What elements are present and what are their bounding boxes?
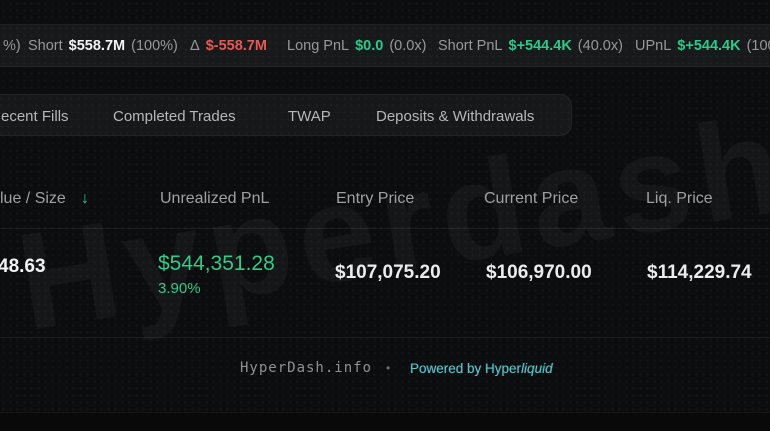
stat-short-pnl: Short PnL $+544.4K (40.0x) [438,25,623,66]
tab-label: Deposits & Withdrawals [376,107,535,125]
cell-value-size: 48.63 [0,256,46,277]
stat-label: Short PnL [438,37,503,54]
cell-unrealized-pnl: $544,351.28 [158,252,275,275]
bottom-edge-strip [0,412,770,431]
table-bottom-divider [0,337,770,338]
stat-suffix: (100%) [131,37,178,54]
stat-value: $+544.4K [508,37,572,54]
stat-clipped-fragment: %) [3,25,21,66]
stat-upnl: UPnL $+544.4K (100%) [635,25,770,66]
stat-label: UPnL [635,37,672,54]
cell-liq-price: $114,229.74 [647,262,752,283]
cell-unrealized-pnl-percent: 3.90% [158,280,201,297]
stat-label: Short [28,37,63,54]
powered-suffix: liquid [521,361,553,376]
position-stats-bar: %) Short $558.7M (100%) Δ $-558.7M Long … [0,24,770,67]
tab-label: Completed Trades [113,107,236,125]
tab-label: TWAP [288,107,331,125]
stat-fragment-text: %) [3,37,21,54]
cell-entry-price: $107,075.20 [335,262,441,283]
header-unrealized-pnl[interactable]: Unrealized PnL [160,190,270,207]
sort-descending-icon[interactable]: ↓ [81,190,89,207]
stat-value: $0.0 [355,37,384,54]
cell-current-price: $106,970.00 [486,262,592,283]
powered-prefix: Powered by Hyper [410,361,522,376]
hyperdash-site-label: HyperDash.info [240,360,373,376]
stat-value: $-558.7M [205,37,267,54]
tab-twap[interactable]: TWAP [288,95,331,137]
history-tabs-bar: ecent Fills Completed Trades TWAP Deposi… [0,94,572,136]
header-entry-price[interactable]: Entry Price [336,190,415,207]
header-value-size[interactable]: lue / Size [0,190,66,207]
tab-recent-fills[interactable]: ecent Fills [1,95,69,137]
footer-bullet-separator: • [386,361,391,375]
stat-value: $+544.4K [677,37,741,54]
table-header-divider [0,228,770,229]
delta-icon: Δ [190,37,200,54]
tab-deposits-withdrawals[interactable]: Deposits & Withdrawals [376,95,534,137]
stat-label: Long PnL [287,37,350,54]
stat-suffix: (40.0x) [577,37,623,54]
stat-short-value: Short $558.7M (100%) [28,25,178,66]
stat-suffix: (100%) [746,37,770,54]
header-liq-price[interactable]: Liq. Price [646,190,713,207]
stat-delta: Δ $-558.7M [190,25,267,66]
stat-long-pnl: Long PnL $0.0 (0.0x) [287,25,426,66]
stat-value: $558.7M [68,37,126,54]
tab-completed-trades[interactable]: Completed Trades [113,95,236,137]
stat-suffix: (0.0x) [389,37,427,54]
tab-label: ecent Fills [1,107,69,125]
powered-by-hyperliquid-link[interactable]: Powered by Hyperliquid [410,361,553,376]
header-current-price[interactable]: Current Price [484,190,579,207]
